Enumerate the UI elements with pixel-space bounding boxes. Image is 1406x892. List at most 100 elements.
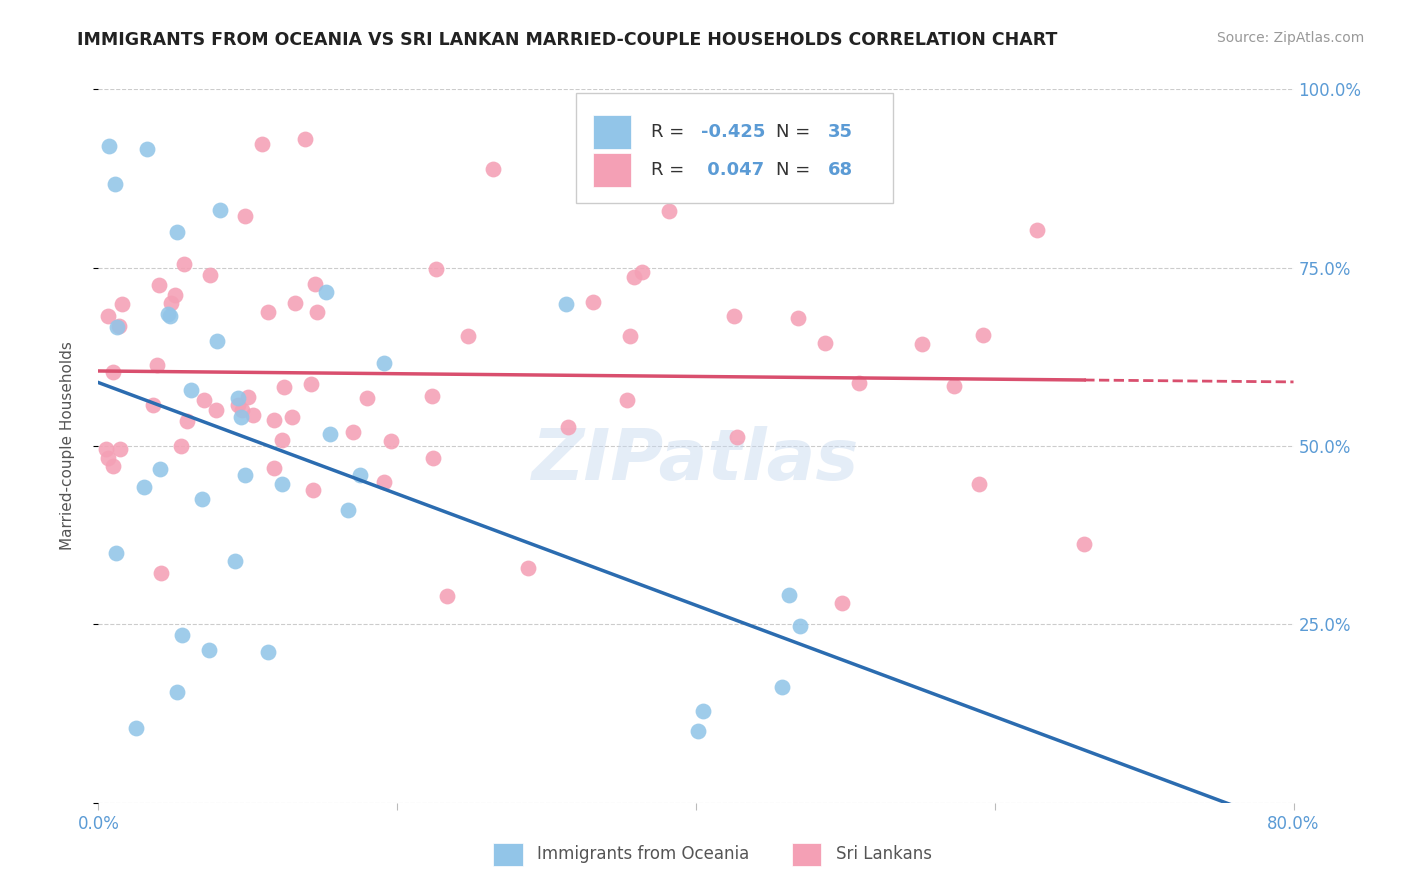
Point [180,383,202,397]
Point [263,461,285,475]
Point [723,309,745,323]
Point [176,414,198,428]
Text: -0.425: -0.425 [700,123,765,141]
Text: N =: N = [776,123,815,141]
Point [146,358,169,372]
Point [111,297,134,311]
Point [373,475,395,489]
Point [231,403,253,417]
Point [436,589,458,603]
Point [831,596,853,610]
Text: ZIPatlas: ZIPatlas [533,425,859,495]
Point [205,403,228,417]
Point [770,680,793,694]
Point [107,319,129,334]
Point [198,268,221,282]
Point [197,643,219,657]
Point [159,309,181,323]
Point [619,328,641,343]
Point [242,408,264,422]
Point [208,202,231,217]
Point [98,139,121,153]
Bar [494,843,523,865]
Point [789,619,811,633]
Bar [792,843,821,865]
Point [302,483,325,497]
Point [425,262,447,277]
Point [101,458,124,473]
Text: 0.047: 0.047 [700,161,763,178]
Point [336,503,359,517]
Point [630,265,652,279]
Point [157,307,180,321]
Point [105,546,128,560]
Bar [593,153,631,187]
Point [166,225,188,239]
Point [658,203,681,218]
Point [172,628,194,642]
Point [342,425,364,439]
Point [173,257,195,271]
Point [319,427,342,442]
Point [271,434,294,448]
Point [252,137,274,152]
Text: 68: 68 [828,161,852,178]
Point [557,420,579,434]
Point [616,393,638,408]
Point [582,295,605,310]
Point [97,310,120,324]
Point [294,132,316,146]
Point [193,392,215,407]
Point [256,305,278,319]
Point [280,410,302,425]
Text: Immigrants from Oceania: Immigrants from Oceania [537,846,749,863]
Point [422,451,444,466]
Point [166,685,188,699]
Point [942,379,965,393]
Point [142,398,165,412]
Point [554,297,576,311]
Text: 35: 35 [828,123,852,141]
Point [94,442,117,456]
Text: R =: R = [651,161,689,178]
Point [814,336,837,351]
Point [170,439,193,453]
Point [108,442,131,456]
Point [229,410,252,425]
Point [105,320,128,334]
Text: IMMIGRANTS FROM OCEANIA VS SRI LANKAN MARRIED-COUPLE HOUSEHOLDS CORRELATION CHAR: IMMIGRANTS FROM OCEANIA VS SRI LANKAN MA… [77,31,1057,49]
Point [284,295,307,310]
Point [786,311,808,326]
Point [125,721,148,735]
Point [305,305,328,319]
Y-axis label: Married-couple Households: Married-couple Households [60,342,75,550]
Point [226,391,249,405]
Point [148,278,170,293]
Point [481,161,503,176]
Point [380,434,402,448]
Point [356,391,378,405]
Point [263,413,285,427]
Text: Sri Lankans: Sri Lankans [835,846,932,863]
Point [256,645,278,659]
Point [516,561,538,575]
Point [686,724,709,739]
Point [159,296,181,310]
Point [349,467,371,482]
Point [304,277,326,292]
Text: N =: N = [776,161,815,178]
Point [911,337,934,351]
Point [778,588,800,602]
Bar [593,115,631,149]
Point [623,270,645,285]
Point [315,285,337,299]
Point [273,380,295,394]
Point [1025,223,1047,237]
Point [420,389,443,403]
Point [457,329,479,343]
Point [373,356,395,370]
Point [191,491,214,506]
Point [205,334,228,348]
Point [132,481,155,495]
Point [972,328,994,343]
